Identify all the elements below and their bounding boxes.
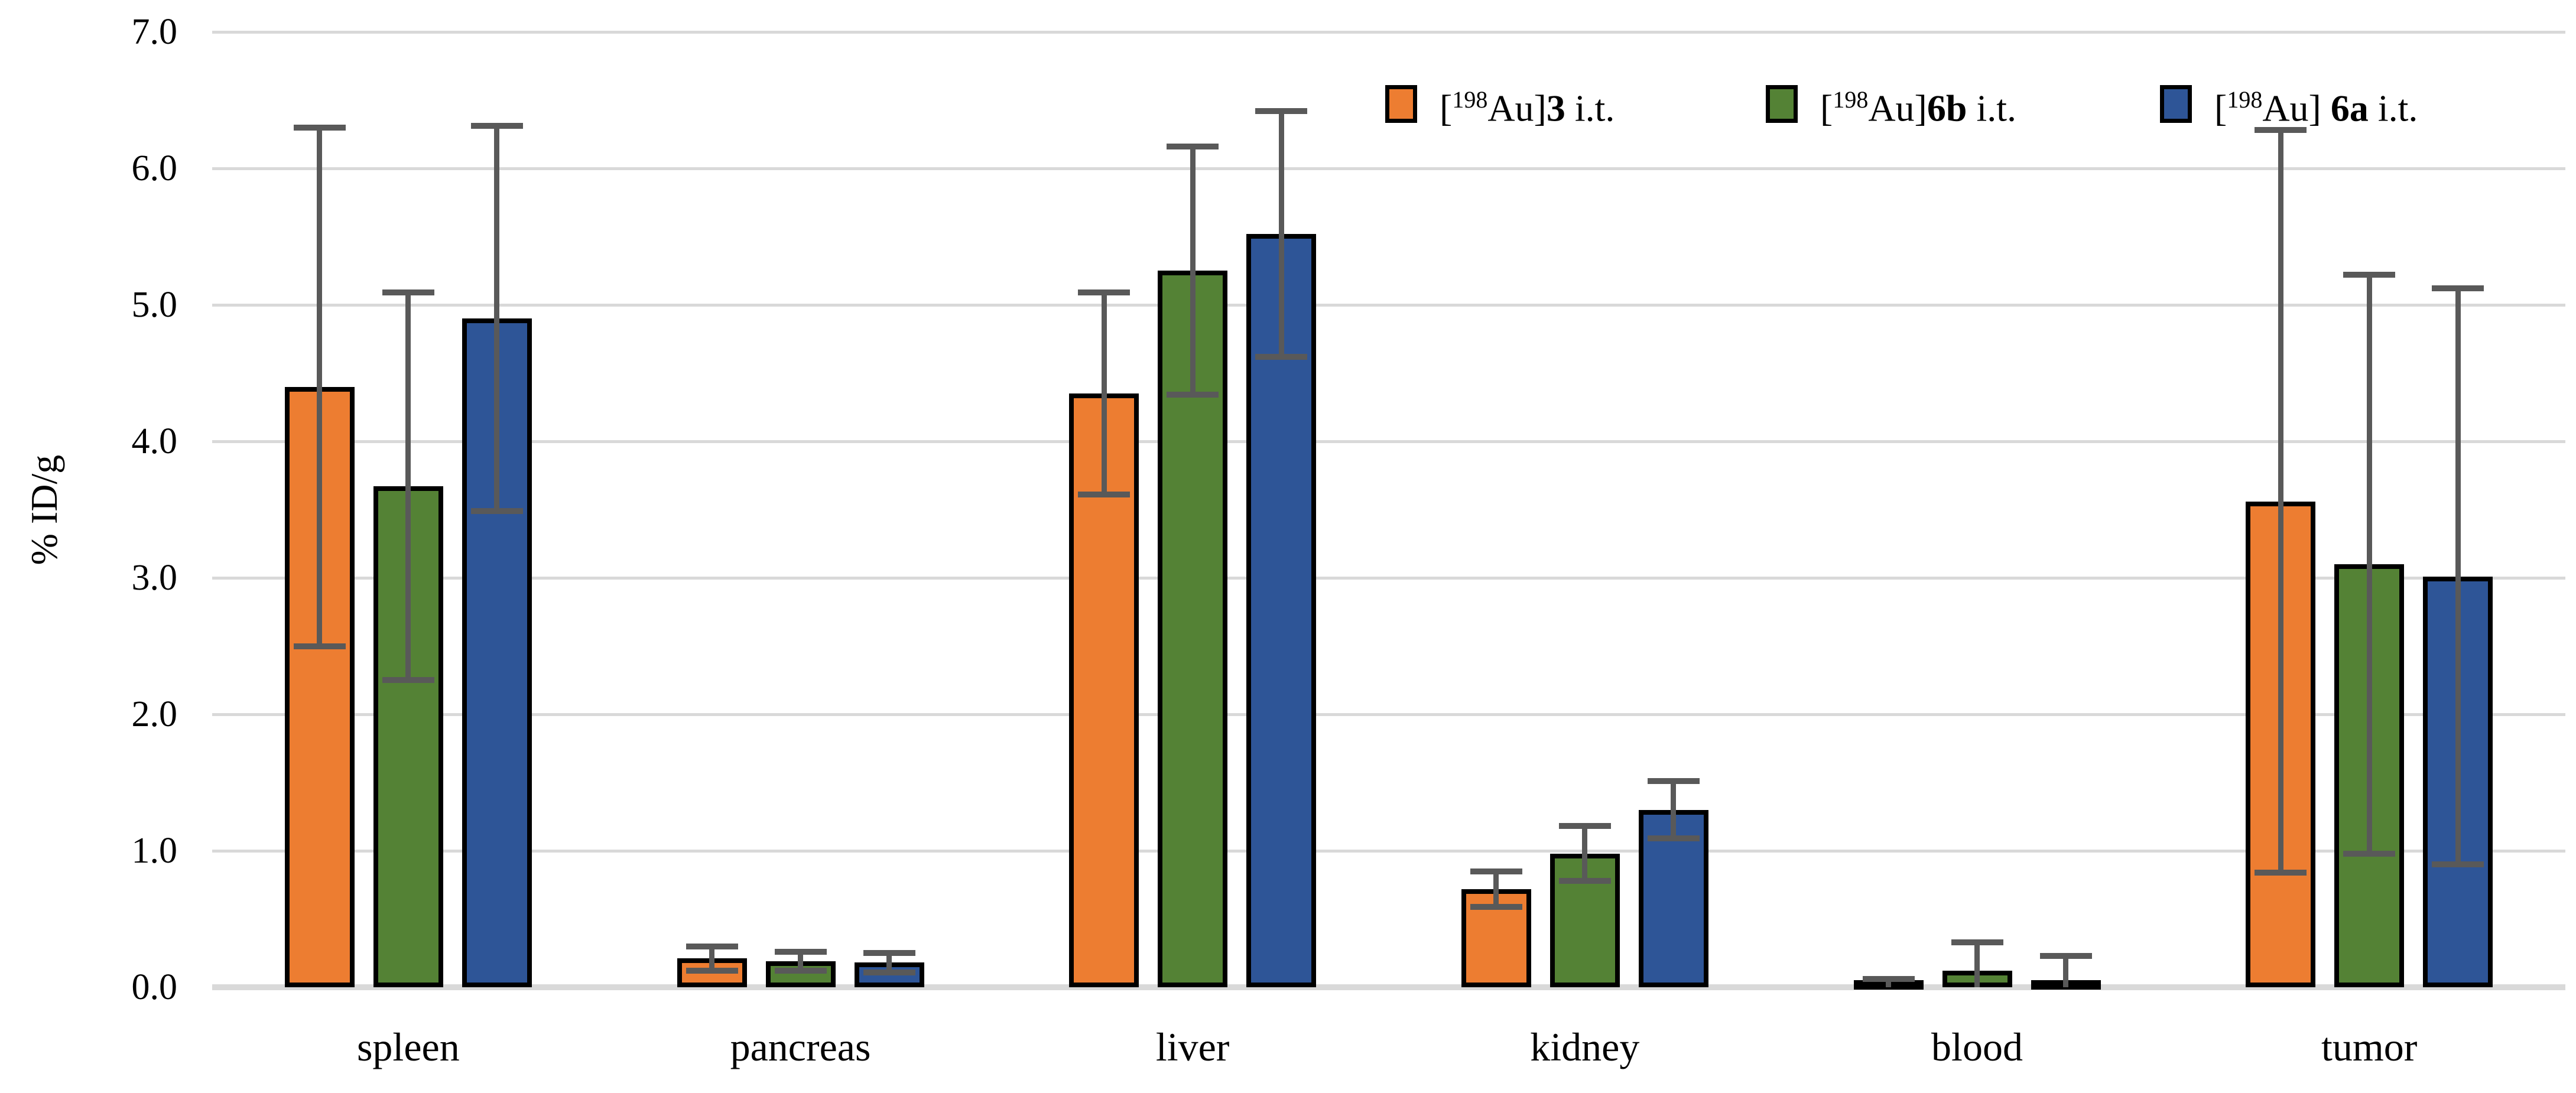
error-bar-line-kidney-series-2 bbox=[1582, 826, 1588, 881]
error-bar-line-blood-series-1 bbox=[1886, 979, 1891, 987]
y-tick-label-4.0: 4.0 bbox=[131, 421, 178, 461]
y-tick-label-0.0: 0.0 bbox=[131, 967, 178, 1007]
gridline-6.0 bbox=[212, 167, 2565, 170]
x-category-label-kidney: kidney bbox=[1530, 1024, 1640, 1069]
legend-swatch-2 bbox=[1766, 85, 1798, 123]
legend-item-2: [198Au]6b i.t. bbox=[1766, 79, 2016, 129]
error-bar-cap-top-blood-series-1 bbox=[1862, 976, 1915, 983]
y-tick-label-2.0: 2.0 bbox=[131, 694, 178, 734]
legend-label-3: [198Au] 6a i.t. bbox=[2214, 86, 2418, 129]
error-bar-line-blood-series-3 bbox=[2063, 955, 2068, 987]
error-bar-line-spleen-series-1 bbox=[317, 127, 323, 646]
error-bar-line-kidney-series-3 bbox=[1671, 781, 1677, 839]
error-bar-cap-bottom-spleen-series-3 bbox=[470, 508, 523, 514]
error-bar-line-kidney-series-1 bbox=[1493, 871, 1499, 907]
error-bar-cap-top-blood-series-3 bbox=[2039, 952, 2092, 959]
y-tick-label-3.0: 3.0 bbox=[131, 558, 178, 598]
legend-label-1: [198Au]3 i.t. bbox=[1440, 86, 1615, 129]
y-axis-title: % ID/g bbox=[23, 454, 65, 565]
error-bar-cap-top-spleen-series-3 bbox=[470, 123, 523, 129]
error-bar-line-liver-series-1 bbox=[1101, 292, 1107, 495]
error-bar-cap-bottom-kidney-series-1 bbox=[1470, 903, 1522, 910]
error-bar-line-tumor-series-1 bbox=[2278, 130, 2283, 873]
legend-label-2: [198Au]6b i.t. bbox=[1820, 86, 2016, 129]
error-bar-cap-top-liver-series-2 bbox=[1167, 144, 1219, 150]
error-bar-cap-bottom-liver-series-1 bbox=[1078, 492, 1131, 498]
error-bar-line-liver-series-3 bbox=[1278, 110, 1284, 357]
error-bar-cap-bottom-spleen-series-2 bbox=[382, 677, 434, 684]
error-bar-cap-bottom-liver-series-2 bbox=[1167, 392, 1219, 398]
error-bar-cap-top-liver-series-1 bbox=[1078, 289, 1131, 296]
error-bar-cap-bottom-pancreas-series-3 bbox=[863, 969, 915, 975]
gridline-5.0 bbox=[212, 303, 2565, 307]
error-bar-cap-top-pancreas-series-3 bbox=[863, 950, 915, 957]
error-bar-cap-bottom-kidney-series-3 bbox=[1647, 835, 1700, 842]
error-bar-cap-top-pancreas-series-2 bbox=[774, 948, 827, 955]
error-bar-cap-bottom-spleen-series-1 bbox=[293, 643, 346, 649]
gridline-4.0 bbox=[212, 440, 2565, 443]
error-bar-cap-bottom-tumor-series-3 bbox=[2432, 861, 2484, 868]
error-bar-cap-bottom-pancreas-series-1 bbox=[686, 968, 738, 974]
error-bar-cap-top-spleen-series-1 bbox=[293, 124, 346, 131]
error-bar-line-blood-series-2 bbox=[1974, 942, 1980, 987]
error-bar-cap-top-blood-series-2 bbox=[1951, 939, 2003, 945]
error-bar-cap-top-tumor-series-2 bbox=[2343, 272, 2396, 278]
legend-swatch-1 bbox=[1385, 85, 1417, 123]
gridline-3.0 bbox=[212, 576, 2565, 580]
y-tick-label-1.0: 1.0 bbox=[131, 831, 178, 871]
error-bar-cap-top-kidney-series-1 bbox=[1470, 868, 1522, 874]
x-category-label-blood: blood bbox=[1931, 1024, 2023, 1069]
legend-swatch-3 bbox=[2160, 85, 2192, 123]
error-bar-cap-top-pancreas-series-1 bbox=[686, 943, 738, 949]
gridline-0.0 bbox=[212, 984, 2565, 990]
error-bar-cap-top-liver-series-3 bbox=[1255, 108, 1308, 114]
error-bar-line-tumor-series-2 bbox=[2366, 275, 2372, 854]
x-category-label-spleen: spleen bbox=[356, 1024, 460, 1069]
error-bar-cap-top-tumor-series-3 bbox=[2432, 285, 2484, 292]
bar-spleen-series-1 bbox=[284, 386, 355, 987]
x-category-label-liver: liver bbox=[1155, 1024, 1230, 1069]
y-tick-label-6.0: 6.0 bbox=[131, 148, 178, 188]
y-tick-label-5.0: 5.0 bbox=[131, 285, 178, 325]
error-bar-line-spleen-series-2 bbox=[405, 292, 411, 681]
x-category-label-tumor: tumor bbox=[2321, 1024, 2418, 1069]
legend-item-1: [198Au]3 i.t. bbox=[1385, 79, 1615, 129]
error-bar-cap-bottom-pancreas-series-2 bbox=[774, 968, 827, 974]
legend-item-3: [198Au] 6a i.t. bbox=[2160, 79, 2418, 129]
error-bar-line-spleen-series-3 bbox=[494, 126, 500, 511]
error-bar-line-tumor-series-3 bbox=[2455, 288, 2461, 865]
error-bar-cap-bottom-kidney-series-2 bbox=[1558, 877, 1611, 884]
error-bar-cap-bottom-liver-series-3 bbox=[1255, 353, 1308, 360]
error-bar-cap-bottom-tumor-series-1 bbox=[2255, 869, 2307, 876]
gridline-2.0 bbox=[212, 713, 2565, 716]
error-bar-line-pancreas-series-1 bbox=[709, 946, 714, 971]
x-category-label-pancreas: pancreas bbox=[730, 1024, 871, 1069]
y-tick-label-7.0: 7.0 bbox=[131, 12, 178, 52]
error-bar-line-pancreas-series-2 bbox=[798, 951, 803, 971]
error-bar-cap-top-kidney-series-2 bbox=[1558, 823, 1611, 829]
error-bar-cap-top-tumor-series-1 bbox=[2255, 127, 2307, 134]
error-bar-line-pancreas-series-3 bbox=[886, 953, 892, 972]
error-bar-cap-top-kidney-series-3 bbox=[1647, 778, 1700, 785]
error-bar-cap-bottom-tumor-series-2 bbox=[2343, 850, 2396, 857]
error-bar-line-liver-series-2 bbox=[1190, 147, 1196, 395]
gridline-1.0 bbox=[212, 849, 2565, 853]
error-bar-cap-top-spleen-series-2 bbox=[382, 289, 434, 296]
gridline-7.0 bbox=[212, 30, 2565, 34]
